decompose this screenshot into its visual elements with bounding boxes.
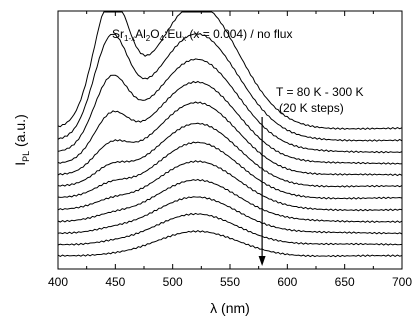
spectrum-line (57, 58, 403, 154)
x-tick-label: 450 (105, 275, 125, 289)
annotation-arrow-group (258, 117, 266, 266)
x-axis: 400 450 500 550 600 650 700 (48, 11, 412, 289)
spectrum-line (57, 160, 403, 212)
spectrum-line (57, 178, 403, 223)
annotation-line-2: (20 K steps) (279, 101, 344, 115)
x-tick-label: 650 (335, 275, 355, 289)
spectrum-line (57, 141, 403, 200)
annotation-arrow-head (258, 256, 266, 266)
spectrum-line (57, 11, 403, 130)
spectrum-line (57, 212, 403, 246)
x-tick-label: 700 (392, 275, 412, 289)
x-axis-label: λ (nm) (210, 300, 250, 316)
spectrum-line (57, 101, 403, 177)
series-group (57, 11, 403, 258)
x-tick-label: 400 (48, 275, 68, 289)
spectrum-line (57, 230, 403, 258)
x-tick-label: 500 (163, 275, 183, 289)
spectrum-line (57, 196, 403, 235)
x-tick-label: 550 (220, 275, 240, 289)
y-axis-label: IPL (a.u.) (12, 114, 31, 165)
annotation-line-1: T = 80 K - 300 K (276, 85, 364, 99)
spectrum-line (57, 80, 403, 165)
spectrum-line (57, 33, 403, 142)
x-tick-label: 600 (277, 275, 297, 289)
spectrum-line (57, 122, 403, 188)
